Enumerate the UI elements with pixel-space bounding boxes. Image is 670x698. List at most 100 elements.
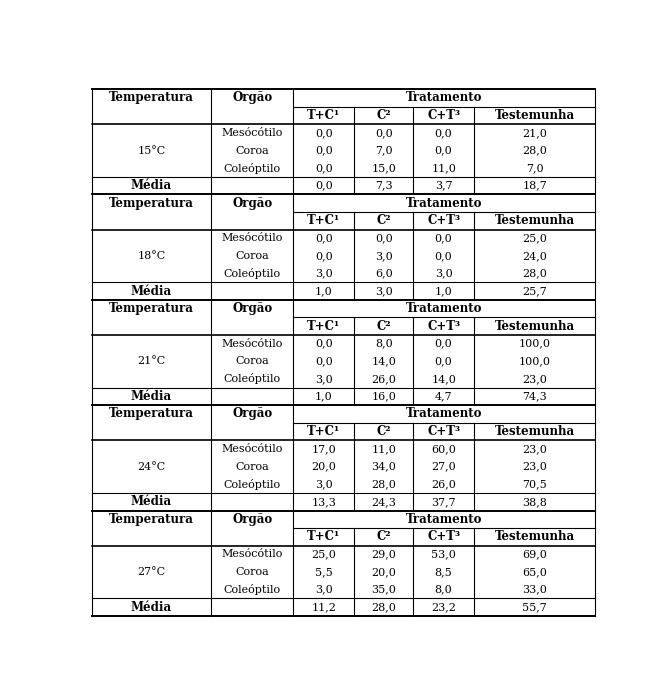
Text: 26,0: 26,0 <box>371 374 396 384</box>
Text: 28,0: 28,0 <box>371 479 396 489</box>
Text: 35,0: 35,0 <box>371 584 396 595</box>
Text: 4,7: 4,7 <box>435 392 452 401</box>
Text: T+C¹: T+C¹ <box>307 530 340 543</box>
Text: 33,0: 33,0 <box>523 584 547 595</box>
Text: Média: Média <box>131 179 172 192</box>
Text: 0,0: 0,0 <box>435 356 452 366</box>
Text: Média: Média <box>131 600 172 614</box>
Text: C²: C² <box>377 320 391 333</box>
Text: Orgão: Orgão <box>232 513 272 526</box>
Text: 3,0: 3,0 <box>435 269 452 279</box>
Text: 70,5: 70,5 <box>523 479 547 489</box>
Text: 3,0: 3,0 <box>375 286 393 296</box>
Text: Orgão: Orgão <box>232 408 272 420</box>
Text: 55,7: 55,7 <box>523 602 547 612</box>
Text: 28,0: 28,0 <box>523 146 547 156</box>
Text: 25,0: 25,0 <box>312 549 336 559</box>
Text: 0,0: 0,0 <box>315 146 332 156</box>
Text: Temperatura: Temperatura <box>109 513 194 526</box>
Text: C+T³: C+T³ <box>427 320 460 333</box>
Text: Testemunha: Testemunha <box>494 214 575 228</box>
Text: Orgão: Orgão <box>232 302 272 315</box>
Text: 0,0: 0,0 <box>315 181 332 191</box>
Text: T+C¹: T+C¹ <box>307 214 340 228</box>
Text: 8,0: 8,0 <box>435 584 452 595</box>
Text: 0,0: 0,0 <box>315 128 332 138</box>
Text: 21°C: 21°C <box>137 356 165 366</box>
Text: Tratamento: Tratamento <box>406 197 482 210</box>
Text: 69,0: 69,0 <box>523 549 547 559</box>
Text: 0,0: 0,0 <box>435 128 452 138</box>
Text: Tratamento: Tratamento <box>406 513 482 526</box>
Text: 8,5: 8,5 <box>435 567 452 577</box>
Text: 17,0: 17,0 <box>312 444 336 454</box>
Text: C+T³: C+T³ <box>427 425 460 438</box>
Text: 24,3: 24,3 <box>371 497 396 507</box>
Text: 7,0: 7,0 <box>526 163 543 173</box>
Text: 21,0: 21,0 <box>523 128 547 138</box>
Text: Testemunha: Testemunha <box>494 530 575 543</box>
Text: 3,0: 3,0 <box>315 584 332 595</box>
Text: 28,0: 28,0 <box>371 602 396 612</box>
Text: 18°C: 18°C <box>137 251 165 261</box>
Text: 14,0: 14,0 <box>371 356 396 366</box>
Text: 65,0: 65,0 <box>523 567 547 577</box>
Text: 23,0: 23,0 <box>523 374 547 384</box>
Text: 100,0: 100,0 <box>519 356 551 366</box>
Text: 11,0: 11,0 <box>371 444 396 454</box>
Text: Mesócótilo: Mesócótilo <box>222 233 283 244</box>
Text: 5,5: 5,5 <box>315 567 332 577</box>
Text: 23,0: 23,0 <box>523 461 547 472</box>
Text: 13,3: 13,3 <box>312 497 336 507</box>
Text: 0,0: 0,0 <box>315 356 332 366</box>
Text: 15,0: 15,0 <box>371 163 396 173</box>
Text: Coroa: Coroa <box>235 461 269 472</box>
Text: T+C¹: T+C¹ <box>307 109 340 122</box>
Text: 25,0: 25,0 <box>523 233 547 244</box>
Text: 0,0: 0,0 <box>435 146 452 156</box>
Text: Testemunha: Testemunha <box>494 425 575 438</box>
Text: C²: C² <box>377 425 391 438</box>
Text: Coleóptilo: Coleóptilo <box>224 584 281 595</box>
Text: 7,0: 7,0 <box>375 146 393 156</box>
Text: 20,0: 20,0 <box>312 461 336 472</box>
Text: 0,0: 0,0 <box>315 233 332 244</box>
Text: 0,0: 0,0 <box>315 163 332 173</box>
Text: 74,3: 74,3 <box>523 392 547 401</box>
Text: Média: Média <box>131 285 172 297</box>
Text: C+T³: C+T³ <box>427 214 460 228</box>
Text: Orgão: Orgão <box>232 197 272 210</box>
Text: 37,7: 37,7 <box>431 497 456 507</box>
Text: Tratamento: Tratamento <box>406 302 482 315</box>
Text: 0,0: 0,0 <box>375 128 393 138</box>
Text: T+C¹: T+C¹ <box>307 320 340 333</box>
Text: 53,0: 53,0 <box>431 549 456 559</box>
Text: Coleóptilo: Coleóptilo <box>224 479 281 490</box>
Text: Tratamento: Tratamento <box>406 408 482 420</box>
Text: 3,0: 3,0 <box>315 479 332 489</box>
Text: Coroa: Coroa <box>235 356 269 366</box>
Text: T+C¹: T+C¹ <box>307 425 340 438</box>
Text: 25,7: 25,7 <box>523 286 547 296</box>
Text: Temperatura: Temperatura <box>109 197 194 210</box>
Text: 18,7: 18,7 <box>523 181 547 191</box>
Text: 3,0: 3,0 <box>315 374 332 384</box>
Text: Coleóptilo: Coleóptilo <box>224 268 281 279</box>
Text: 60,0: 60,0 <box>431 444 456 454</box>
Text: 20,0: 20,0 <box>371 567 396 577</box>
Text: Mesócótilo: Mesócótilo <box>222 444 283 454</box>
Text: Coroa: Coroa <box>235 567 269 577</box>
Text: Testemunha: Testemunha <box>494 109 575 122</box>
Text: C²: C² <box>377 530 391 543</box>
Text: 38,8: 38,8 <box>523 497 547 507</box>
Text: Coleóptilo: Coleóptilo <box>224 373 281 385</box>
Text: 23,2: 23,2 <box>431 602 456 612</box>
Text: Média: Média <box>131 390 172 403</box>
Text: 0,0: 0,0 <box>435 251 452 261</box>
Text: C²: C² <box>377 214 391 228</box>
Text: 24°C: 24°C <box>137 461 165 472</box>
Text: 34,0: 34,0 <box>371 461 396 472</box>
Text: C+T³: C+T³ <box>427 530 460 543</box>
Text: Coroa: Coroa <box>235 146 269 156</box>
Text: 24,0: 24,0 <box>523 251 547 261</box>
